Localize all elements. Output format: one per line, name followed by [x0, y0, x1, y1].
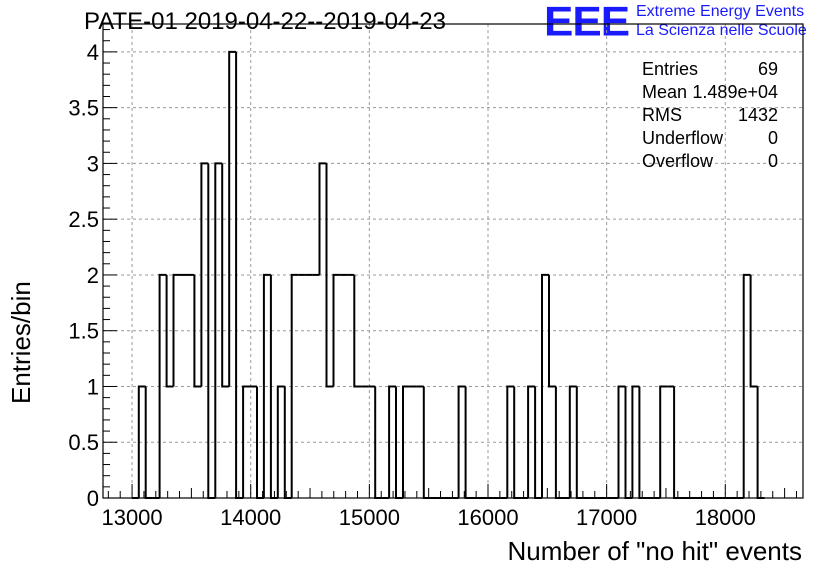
histogram-bin: [506, 385, 515, 498]
histogram-bin: [318, 162, 327, 275]
histogram-bin: [228, 50, 237, 387]
stats-key: RMS: [642, 105, 682, 125]
y-tick-label: 3.5: [68, 96, 99, 121]
histogram-bin: [554, 386, 563, 499]
histogram-bin: [262, 273, 271, 498]
histogram-bin: [193, 274, 202, 388]
x-tick-label: 16000: [457, 505, 518, 530]
logo-line-1: Extreme Energy Events: [636, 3, 805, 20]
x-tick-label: 17000: [576, 505, 637, 530]
histogram-bin: [541, 273, 549, 498]
stats-row-mean: Mean 1.489e+04: [642, 81, 778, 104]
histogram-bin: [221, 163, 230, 388]
histogram-bin: [207, 163, 216, 499]
histogram-bin: [548, 274, 556, 388]
stats-key: Overflow: [642, 151, 714, 171]
stats-value: 1432: [737, 105, 778, 125]
histogram-bin: [673, 386, 682, 499]
histogram-bin: [422, 386, 431, 499]
histogram-bin: [172, 273, 181, 387]
histogram-bin: [659, 385, 668, 498]
stats-value: 0: [767, 151, 778, 171]
histogram-bin: [276, 385, 285, 498]
histogram-bin: [242, 385, 250, 498]
stats-row-overflow: Overflow 0: [642, 150, 778, 173]
histogram-bin: [325, 163, 334, 388]
histogram-bin: [756, 386, 765, 499]
logo-mark: EEE: [544, 0, 630, 45]
y-tick-label: 4: [87, 40, 99, 65]
histogram-bin: [235, 51, 244, 499]
stats-key: Mean: [642, 82, 688, 102]
plot-title: PATE-01 2019-04-22--2019-04-23: [84, 8, 446, 35]
histogram-bin: [388, 385, 396, 498]
y-tick-label: 0.5: [68, 430, 99, 455]
logo-line-2: La Scienza nelle Scuole: [636, 22, 807, 39]
histogram-bin: [158, 273, 167, 498]
histogram-bin: [617, 385, 626, 498]
histogram-bin: [457, 385, 466, 498]
histogram-bin: [374, 386, 383, 499]
logo-text: Extreme Energy Events La Scienza nelle S…: [636, 2, 807, 40]
histogram-bin: [283, 386, 292, 499]
stats-row-rms: RMS 1432: [642, 104, 778, 127]
histogram-bin: [214, 162, 223, 498]
stats-value: 69: [757, 59, 778, 79]
y-tick-label: 0: [87, 486, 99, 511]
histogram-bin: [631, 385, 640, 498]
eee-logo: EEE Extreme Energy Events La Scienza nel…: [544, 0, 807, 45]
histogram-bin: [527, 385, 536, 498]
y-tick-label: 1: [87, 374, 99, 399]
x-tick-label: 14000: [220, 505, 281, 530]
stats-row-underflow: Underflow 0: [642, 127, 778, 150]
y-tick-label: 2: [87, 263, 99, 288]
y-tick-label: 2.5: [68, 207, 99, 232]
stats-key: Entries: [642, 59, 699, 79]
y-tick-label: 3: [87, 151, 99, 176]
histogram-bin: [568, 385, 577, 498]
x-axis-label: Number of "no hit" events: [507, 536, 803, 566]
x-tick-label: 15000: [339, 505, 400, 530]
histogram-bin: [200, 162, 209, 387]
histogram-bin: [137, 385, 146, 498]
histogram-bin: [332, 273, 341, 387]
histogram-bin: [395, 386, 403, 499]
stats-value: 0: [767, 128, 778, 148]
histogram-bin: [513, 386, 522, 499]
histogram-bin: [464, 386, 473, 499]
histogram-bin: [402, 385, 410, 498]
x-tick-label: 18000: [695, 505, 756, 530]
stats-row-entries: Entries 69: [642, 58, 778, 81]
histogram-bin: [749, 274, 758, 388]
histogram-bin: [742, 273, 751, 498]
y-tick-label: 1.5: [68, 319, 99, 344]
histogram-bin: [256, 386, 264, 499]
stats-value: 1.489e+04: [692, 82, 778, 102]
x-tick-label: 13000: [101, 505, 162, 530]
histogram-bin: [638, 386, 647, 499]
stats-key: Underflow: [642, 128, 724, 148]
histogram-bin: [290, 273, 299, 498]
histogram-bin: [269, 274, 278, 499]
histogram-bin: [575, 386, 584, 499]
histogram-bin: [624, 386, 633, 499]
histogram-bin: [353, 274, 362, 388]
histogram-bin: [144, 386, 153, 499]
histogram-bin: [165, 274, 174, 388]
y-axis-label: Entries/bin: [6, 281, 36, 404]
stats-box: Entries 69 Mean 1.489e+04 RMS 1432 Underflo…: [642, 58, 778, 173]
histogram-bin: [534, 386, 542, 499]
